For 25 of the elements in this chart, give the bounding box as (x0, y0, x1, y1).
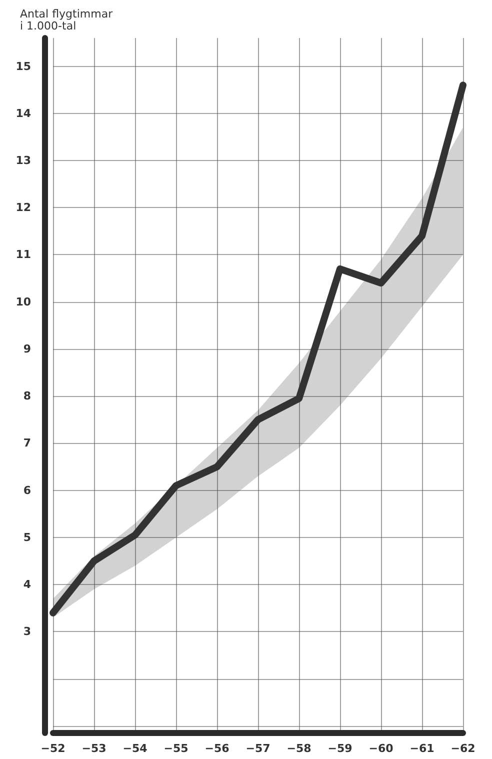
y-tick-label: 6 (23, 484, 32, 497)
y-tick-label: 4 (23, 578, 32, 592)
y-tick-label: 8 (23, 390, 31, 403)
x-tick-label: −61 (410, 742, 434, 755)
x-tick-label: −57 (246, 742, 270, 755)
y-tick-label: 14 (16, 106, 32, 120)
y-tick-label: 3 (23, 625, 31, 638)
y-axis-title: Antal flygtimmar i 1.000-tal (20, 8, 114, 32)
x-tick-label: −53 (82, 742, 106, 755)
y-tick-label: 13 (16, 154, 31, 168)
y-tick-label: 7 (23, 436, 31, 450)
x-tick-label: −55 (164, 742, 188, 755)
y-tick-label: 15 (16, 60, 31, 73)
y-tick-label: 11 (16, 248, 31, 262)
y-tick-label: 12 (16, 201, 31, 214)
x-tick-label: −56 (204, 742, 230, 755)
x-tick-label: −52 (40, 742, 66, 755)
x-tick-label: −58 (286, 742, 312, 755)
y-tick-label: 10 (16, 295, 32, 308)
y-tick-label: 9 (23, 342, 31, 356)
x-tick-label: −59 (328, 742, 352, 755)
y-tick-label: 5 (23, 530, 31, 544)
x-tick-label: −60 (368, 742, 394, 755)
x-tick-label: −54 (122, 742, 148, 755)
x-tick-label: −62 (450, 742, 476, 755)
